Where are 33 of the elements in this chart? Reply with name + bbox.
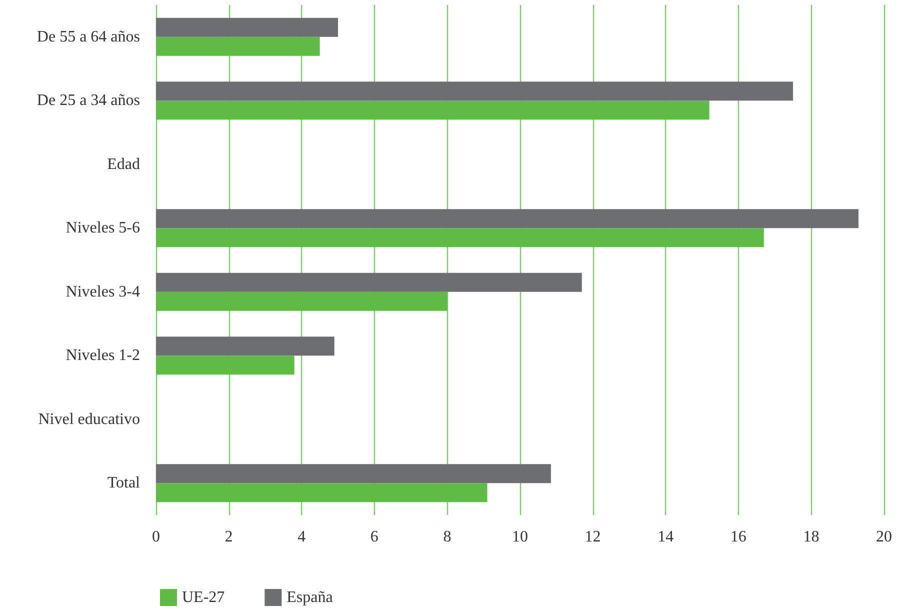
- y-tick-label: De 55 a 64 años: [36, 28, 140, 46]
- legend-label: España: [286, 589, 333, 606]
- x-tick-label: 12: [584, 528, 601, 546]
- x-tick-label: 4: [298, 528, 306, 546]
- x-tick-label: 0: [152, 528, 160, 546]
- y-tick-label: Edad: [107, 156, 140, 173]
- bar: [156, 272, 582, 292]
- bar: [156, 18, 338, 37]
- bar: [156, 464, 551, 484]
- bar: [156, 36, 320, 56]
- x-tick-label: 14: [658, 528, 674, 546]
- bar: [156, 209, 859, 228]
- x-tick-label: 20: [876, 528, 892, 546]
- bar: [156, 228, 764, 248]
- y-tick-label: Total: [107, 474, 141, 492]
- bar: [156, 336, 334, 356]
- y-tick-label: Niveles 3-4: [66, 283, 140, 300]
- x-tick-label: 2: [224, 528, 233, 546]
- y-tick-label: Niveles 5-6: [66, 220, 140, 237]
- x-tick-label: 10: [512, 528, 528, 546]
- bar: [156, 82, 793, 101]
- x-tick-label: 18: [803, 528, 820, 546]
- bar: [156, 292, 448, 311]
- x-tick-label: 6: [370, 528, 378, 546]
- y-tick-label: Niveles 1-2: [66, 347, 140, 364]
- legend-label: UE-27: [182, 589, 225, 606]
- x-tick-label: 16: [730, 528, 746, 546]
- y-tick-label: Nivel educativo: [38, 410, 140, 428]
- bar: [156, 356, 294, 375]
- bar: [156, 483, 488, 502]
- y-tick-label: De 25 a 34 años: [36, 92, 140, 110]
- x-tick-label: 8: [443, 528, 452, 546]
- bar: [156, 100, 710, 120]
